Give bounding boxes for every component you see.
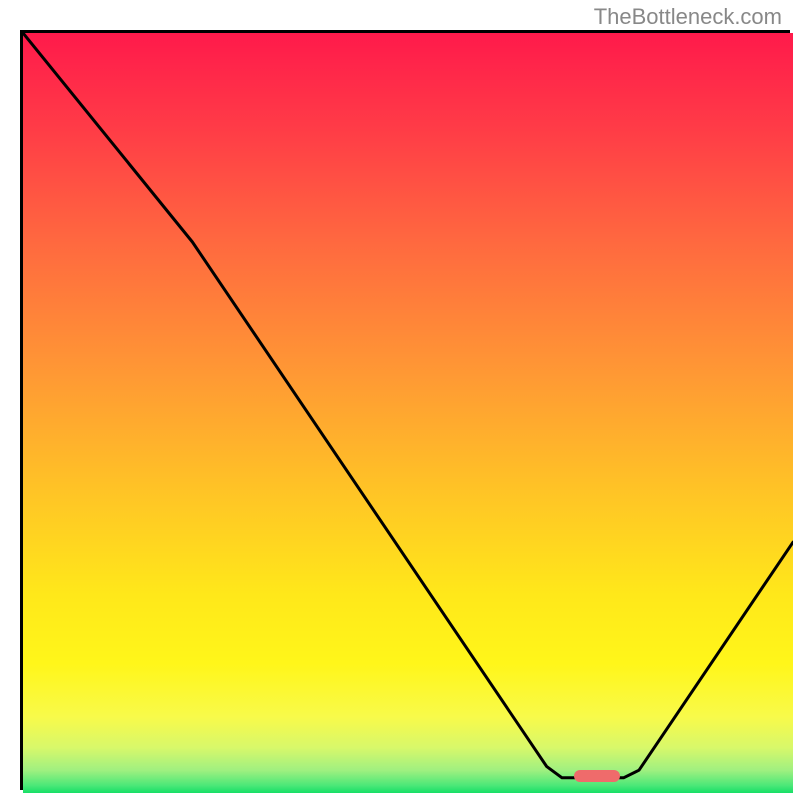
chart-container: { "watermark": { "text": "TheBottleneck.… <box>0 0 800 800</box>
gradient-background <box>23 33 793 793</box>
plot-svg <box>23 33 793 793</box>
sweet-spot-marker <box>574 770 620 782</box>
watermark-text: TheBottleneck.com <box>594 4 782 30</box>
plot-area <box>23 33 793 793</box>
chart-frame <box>20 30 790 790</box>
